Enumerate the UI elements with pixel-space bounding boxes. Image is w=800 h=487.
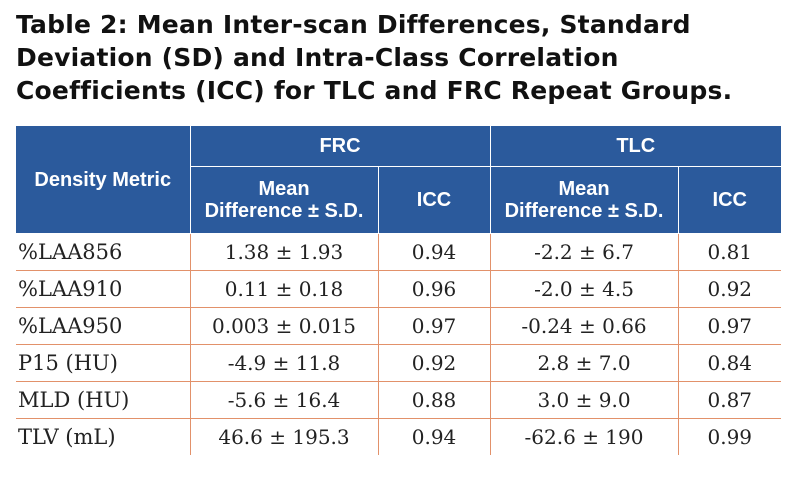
data-table: Density Metric FRC TLC Mean Difference ± … [16,125,782,455]
cell-metric: %LAA910 [16,270,190,308]
header-mean-line2: Difference ± S.D. [504,200,664,222]
cell-tlc-mean: 3.0 ± 9.0 [489,381,679,419]
cell-tlc-mean: -2.0 ± 4.5 [489,270,679,308]
cell-tlc-icc: 0.99 [677,418,782,455]
cell-frc-mean: 1.38 ± 1.93 [189,233,378,271]
header-row-groups: Density Metric FRC TLC [16,125,782,234]
cell-frc-mean: -5.6 ± 16.4 [189,381,378,419]
cell-metric: TLV (mL) [18,425,116,449]
cell-frc-mean: 46.6 ± 195.3 [189,418,378,455]
table-body: %LAA856 1.38 ± 1.93 0.94 -2.2 ± 6.7 0.81… [16,233,782,455]
cell-tlc-icc: 0.92 [677,270,782,308]
header-frc-icc: ICC [377,166,491,234]
cell-metric: %LAA950 [16,307,190,345]
cell-frc-mean: 0.003 ± 0.015 [189,307,378,345]
table-caption: Table 2: Mean Inter-scan Differences, St… [16,10,733,105]
cell-frc-icc: 0.97 [377,307,491,345]
cell-tlc-mean: -62.6 ± 190 [489,418,679,455]
table-row: P15 (HU) -4.9 ± 11.8 0.92 2.8 ± 7.0 0.84 [16,344,782,382]
header-density-metric: Density Metric [16,125,191,234]
header-tlc-mean-difference: Mean Difference ± S.D. [489,166,679,234]
cell-frc-icc: 0.96 [377,270,491,308]
cell-frc-mean: -4.9 ± 11.8 [189,344,378,382]
header-tlc-icc: ICC [677,166,782,234]
cell-frc-icc: 0.94 [377,233,491,271]
cell-frc-icc: 0.88 [377,381,491,419]
table-row: %LAA856 1.38 ± 1.93 0.94 -2.2 ± 6.7 0.81 [16,233,782,271]
cell-tlc-icc: 0.81 [677,233,782,271]
cell-tlc-mean: 2.8 ± 7.0 [489,344,679,382]
table-row: %LAA950 0.003 ± 0.015 0.97 -0.24 ± 0.66 … [16,307,782,345]
header-mean-line1: Mean [258,178,310,200]
cell-metric: P15 (HU) [16,344,190,382]
cell-frc-icc: 0.92 [377,344,491,382]
cell-metric: MLD (HU) [16,381,190,419]
header-row-columns: Mean Difference ± S.D. ICC Mean Difference… [16,166,782,234]
cell-metric: %LAA856 [16,233,190,271]
cell-tlc-icc: 0.84 [677,344,782,382]
table-row: TLV (mL) 46.6 ± 195.3 0.94 -62.6 ± 190 0… [16,418,782,455]
cell-tlc-mean: -0.24 ± 0.66 [489,307,679,345]
header-frc-mean-difference: Mean Difference ± S.D. [189,166,379,234]
cell-frc-icc: 0.94 [377,418,491,455]
cell-tlc-mean: -2.2 ± 6.7 [489,233,679,271]
table-row: MLD (HU) -5.6 ± 16.4 0.88 3.0 ± 9.0 0.87 [16,381,782,419]
cell-tlc-icc: 0.97 [677,307,782,345]
header-group-frc: FRC [189,125,491,167]
header-group-tlc: TLC [489,125,782,167]
table-row: %LAA910 0.11 ± 0.18 0.96 -2.0 ± 4.5 0.92 [16,270,782,308]
header-mean-line1: Mean [558,178,610,200]
header-mean-line2: Difference ± S.D. [204,200,364,222]
table-header: Density Metric FRC TLC Mean Difference ± … [16,125,782,234]
cell-tlc-icc: 0.87 [677,381,782,419]
cell-frc-mean: 0.11 ± 0.18 [189,270,378,308]
